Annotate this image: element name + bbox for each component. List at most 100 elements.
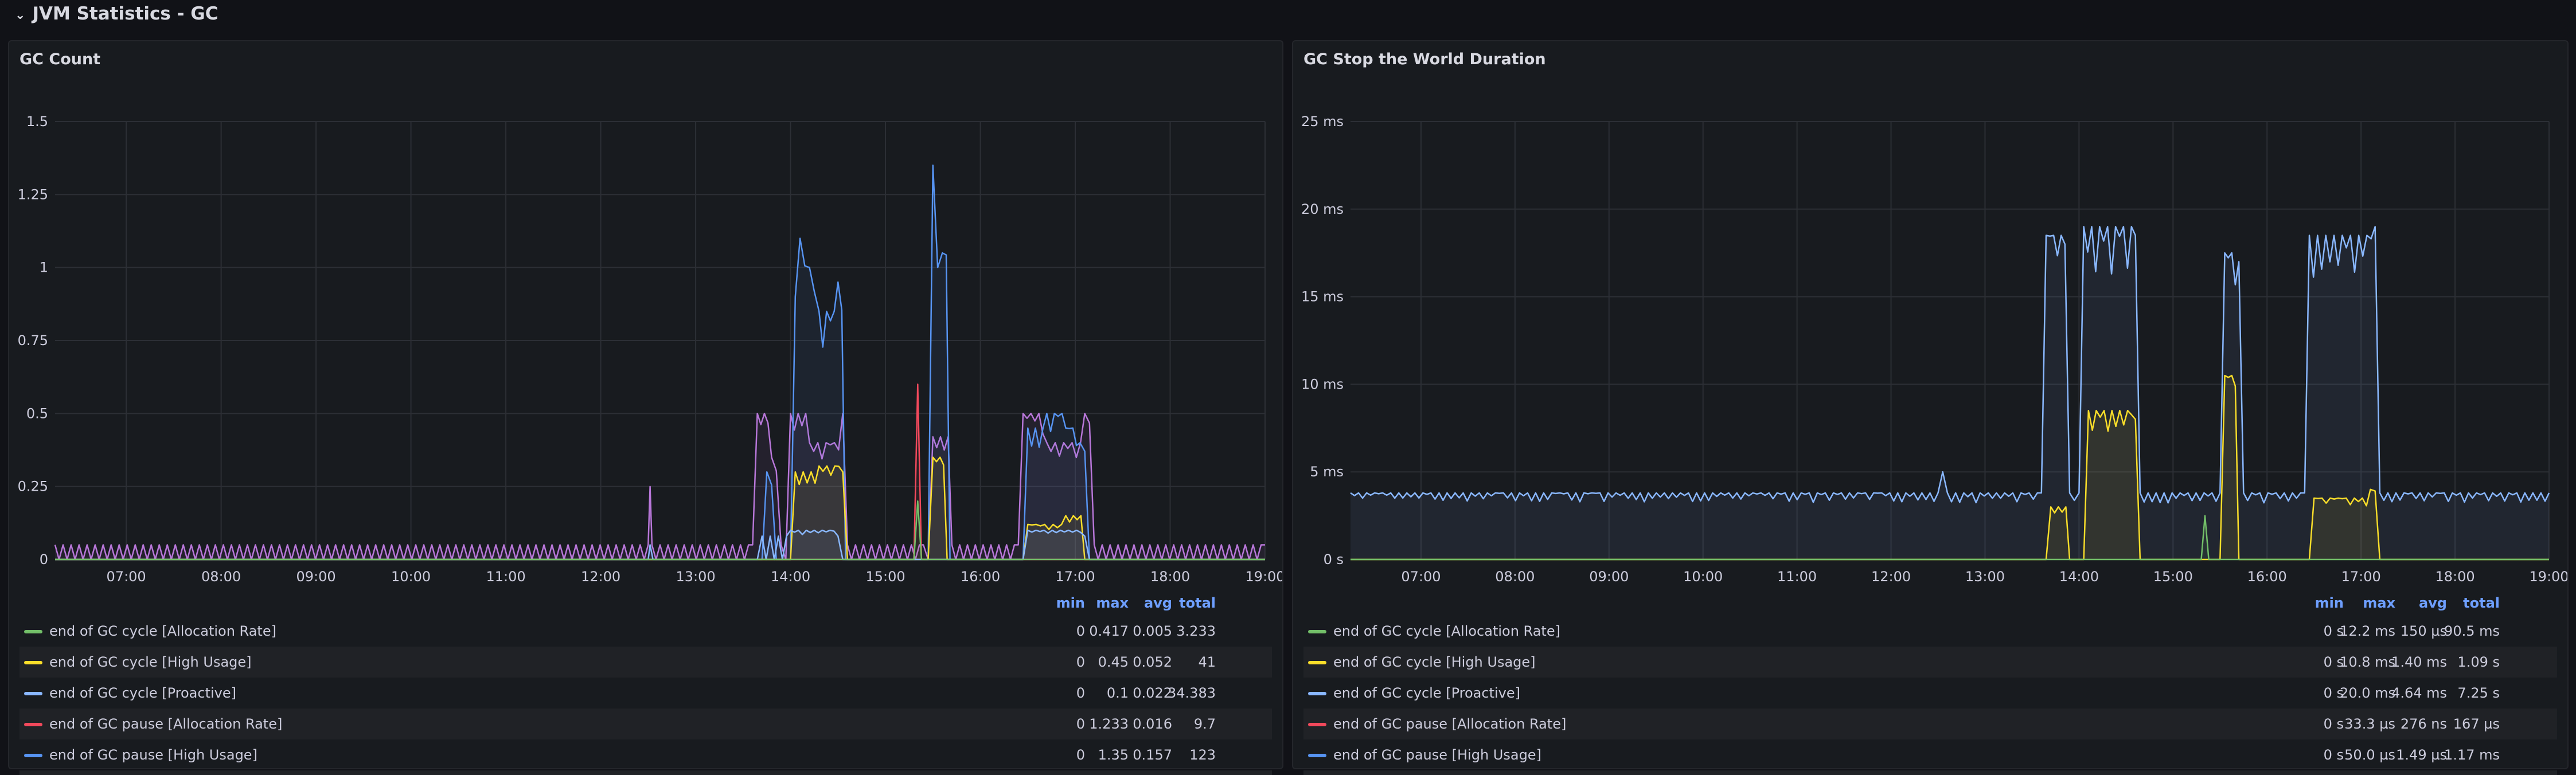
- legend-header-total[interactable]: total: [1179, 595, 1216, 611]
- series-area: [55, 413, 1265, 559]
- x-tick-label: 11:00: [1777, 569, 1817, 585]
- row-header[interactable]: ⌄ JVM Statistics - GC: [15, 1, 218, 26]
- legend-value-total: 123: [1189, 747, 1216, 763]
- legend-value-avg: 0.005: [1133, 623, 1172, 639]
- y-tick-label: 15 ms: [1301, 289, 1344, 305]
- legend-swatch: [24, 754, 42, 757]
- legend-value-total: 1.17 ms: [2444, 747, 2500, 763]
- legend-series-name[interactable]: end of GC cycle [Proactive]: [49, 685, 236, 701]
- legend-header-max[interactable]: max: [2363, 595, 2395, 611]
- legend-swatch: [1308, 692, 1326, 695]
- legend-row[interactable]: end of GC pause [Proactive]00.50.11171.9…: [19, 770, 1272, 775]
- x-tick-label: 08:00: [201, 569, 241, 585]
- legend-header-avg[interactable]: avg: [1143, 595, 1172, 611]
- legend-series-name[interactable]: end of GC pause [High Usage]: [49, 747, 257, 763]
- legend-value-min: 0 s: [2323, 623, 2344, 639]
- legend-value-max: 1.35: [1098, 747, 1129, 763]
- panel-title[interactable]: GC Stop the World Duration: [1303, 50, 1546, 68]
- legend-series-name[interactable]: end of GC cycle [High Usage]: [49, 654, 252, 670]
- legend-row[interactable]: end of GC cycle [Allocation Rate] 0 0.417 0…: [19, 616, 1272, 647]
- x-tick-label: 12:00: [1871, 569, 1911, 585]
- legend-value-min: 0 s: [2323, 716, 2344, 732]
- x-tick-label: 12:00: [581, 569, 620, 585]
- x-tick-label: 13:00: [676, 569, 715, 585]
- legend-value-total: 9.7: [1193, 716, 1216, 732]
- x-tick-label: 09:00: [1589, 569, 1629, 585]
- legend-value-max: 10.8 ms: [2340, 654, 2395, 670]
- y-tick-label: 1: [40, 260, 48, 276]
- legend-row[interactable]: end of GC pause [Proactive]0 s33.3 µs1.4…: [1303, 770, 2557, 775]
- legend-value-max: 20.0 ms: [2340, 685, 2395, 701]
- y-tick-label: 5 ms: [1310, 464, 1344, 480]
- legend-value-avg: 1.49 µs: [2396, 747, 2447, 763]
- legend-header-min[interactable]: min: [1056, 595, 1085, 611]
- x-tick-label: 08:00: [1495, 569, 1535, 585]
- x-tick-label: 19:00: [1245, 569, 1282, 585]
- x-tick-label: 19:00: [2529, 569, 2567, 585]
- y-tick-label: 0.75: [18, 332, 48, 349]
- legend-value-avg: 150 µs: [2400, 623, 2447, 639]
- legend-series-name[interactable]: end of GC cycle [Allocation Rate]: [49, 623, 276, 639]
- legend-swatch: [24, 723, 42, 726]
- legend-value-max: 12.2 ms: [2340, 623, 2395, 639]
- y-tick-label: 1.25: [18, 186, 48, 202]
- row-title: JVM Statistics - GC: [32, 3, 218, 24]
- legend-header-avg[interactable]: avg: [2418, 595, 2447, 611]
- legend-header-total[interactable]: total: [2463, 595, 2500, 611]
- legend-row[interactable]: end of GC pause [Allocation Rate] 0 1.233 0…: [19, 709, 1272, 739]
- legend-swatch: [24, 630, 42, 633]
- chart-area: 0 0.25 0.5 0.75 1 1.25 1.5 07:00 08:00 09:00 10:00…: [9, 81, 1282, 586]
- legend-series-name[interactable]: end of GC pause [Allocation Rate]: [49, 716, 283, 732]
- y-tick-label: 10 ms: [1301, 376, 1344, 392]
- panel-gc-stw-duration: GC Stop the World Duration 0 s 5 ms 10 ms 1…: [1292, 40, 2569, 775]
- legend-value-min: 0 s: [2323, 654, 2344, 670]
- legend-series-name[interactable]: end of GC cycle [Proactive]: [1333, 685, 1520, 701]
- series-line[interactable]: [1350, 226, 2550, 504]
- legend-table: min max avg total end of GC cycle [Allocatio…: [19, 593, 1272, 775]
- legend-swatch: [1308, 630, 1326, 633]
- legend-table: min max avg total end of GC cycle [Allocatio…: [1303, 593, 2557, 775]
- legend-value-total: 167 µs: [2453, 716, 2500, 732]
- legend-value-avg: 0.052: [1133, 654, 1172, 670]
- legend-row[interactable]: end of GC cycle [Proactive] 0 s 20.0 ms 4.6…: [1303, 678, 2557, 709]
- y-tick-label: 0.5: [26, 405, 48, 421]
- legend-swatch: [1308, 723, 1326, 726]
- legend-value-avg: 4.64 ms: [2391, 685, 2447, 701]
- x-tick-label: 15:00: [2153, 569, 2193, 585]
- legend-series-name[interactable]: end of GC pause [High Usage]: [1333, 747, 1541, 763]
- legend-value-max: 33.3 µs: [2344, 716, 2395, 732]
- legend-value-min: 0: [1076, 654, 1085, 670]
- chart-svg[interactable]: 0 0.25 0.5 0.75 1 1.25 1.5 07:00 08:00 09:00 10:00…: [9, 81, 1282, 586]
- legend-header-min[interactable]: min: [2315, 595, 2344, 611]
- y-tick-label: 25 ms: [1301, 113, 1344, 130]
- x-tick-label: 07:00: [1401, 569, 1441, 585]
- legend-row[interactable]: end of GC pause [Allocation Rate] 0 s 33.3…: [1303, 709, 2557, 739]
- legend-value-total: 3.233: [1176, 623, 1216, 639]
- legend-row[interactable]: end of GC cycle [Allocation Rate] 0 s 12.2…: [1303, 616, 2557, 647]
- legend-value-max: 1.233: [1089, 716, 1129, 732]
- panel-title[interactable]: GC Count: [19, 50, 101, 68]
- y-tick-label: 0 s: [1324, 551, 1344, 567]
- x-tick-label: 17:00: [1055, 569, 1095, 585]
- legend-series-name[interactable]: end of GC cycle [Allocation Rate]: [1333, 623, 1560, 639]
- legend-series-name[interactable]: end of GC pause [Allocation Rate]: [1333, 716, 1567, 732]
- legend-header-max[interactable]: max: [1096, 595, 1129, 611]
- series-line[interactable]: [1351, 515, 2549, 561]
- legend-value-avg: 0.016: [1133, 716, 1172, 732]
- y-tick-label: 20 ms: [1301, 201, 1344, 217]
- legend-row[interactable]: end of GC pause [High Usage] 0 s 50.0 µs 1.…: [1303, 739, 2557, 770]
- chart-svg[interactable]: 0 s 5 ms 10 ms 15 ms 20 ms 25 ms 07:00 08:00 09:…: [1293, 81, 2567, 586]
- legend-row[interactable]: end of GC pause [High Usage] 0 1.35 0.157 12…: [19, 739, 1272, 770]
- legend-value-avg: 0.022: [1133, 685, 1172, 701]
- legend-series-name[interactable]: end of GC cycle [High Usage]: [1333, 654, 1536, 670]
- legend-row[interactable]: end of GC cycle [High Usage] 0 0.45 0.052 41: [19, 647, 1272, 678]
- panel-gc-count: GC Count 0 0.25 0.5 0.75 1 1.25 1.5 07:00 08:00 0…: [8, 40, 1283, 775]
- legend-value-total: 41: [1198, 654, 1216, 670]
- series-line[interactable]: [55, 500, 1265, 561]
- x-tick-label: 18:00: [1150, 569, 1190, 585]
- legend-row[interactable]: end of GC cycle [High Usage] 0 s 10.8 ms 1.…: [1303, 647, 2557, 678]
- y-tick-label: 0.25: [18, 479, 48, 495]
- legend-row[interactable]: end of GC cycle [Proactive] 0 0.1 0.022 34.3…: [19, 678, 1272, 709]
- legend-value-total: 7.25 s: [2457, 685, 2500, 701]
- chevron-down-icon[interactable]: ⌄: [15, 7, 26, 22]
